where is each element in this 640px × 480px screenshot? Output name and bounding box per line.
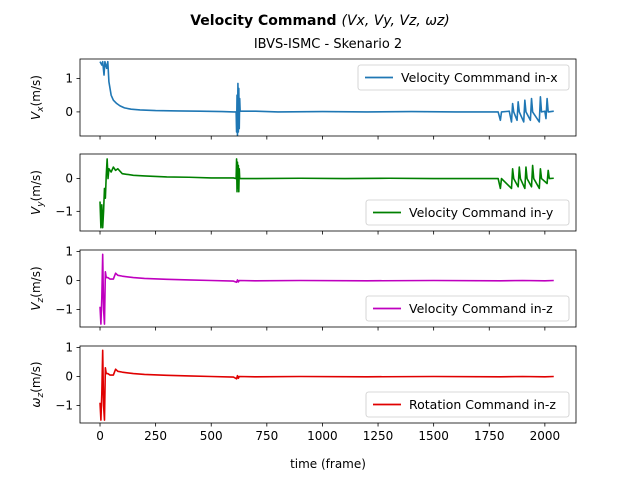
chart-title: Velocity Command (Vx, Vy, Vz, ωz) <box>190 13 450 29</box>
y-axis-label: ωz(m/s) <box>29 361 46 407</box>
legend-box <box>365 391 570 418</box>
y-tick-label: 0 <box>65 105 73 119</box>
legend: Velocity Commmand in-x <box>357 64 570 91</box>
series-line-3 <box>99 253 554 325</box>
series-line-2 <box>99 158 554 229</box>
y-tick-label: −1 <box>55 204 73 218</box>
y-tick-label: 1 <box>65 340 73 354</box>
x-tick-label: 1500 <box>418 429 449 443</box>
y-axis-label: Vz(m/s) <box>29 266 46 310</box>
legend-box <box>365 295 570 322</box>
axes-frame <box>79 345 577 424</box>
series-line-4 <box>99 349 554 421</box>
y-tick-label: 1 <box>65 244 73 258</box>
axes-frame <box>79 153 577 232</box>
x-tick-label: 750 <box>255 429 278 443</box>
axes-frame <box>79 58 577 137</box>
subplot-1: 0 1 Vx(m/s) Velocity Commmand in-x <box>29 58 577 140</box>
legend-label: Rotation Command in-z <box>409 397 556 412</box>
x-tick-label: 250 <box>144 429 167 443</box>
legend: Velocity Command in-y <box>365 199 570 226</box>
chart-title-math: (Vx, Vy, Vz, ωz) <box>342 13 450 29</box>
y-axis-label: Vy(m/s) <box>29 170 46 215</box>
x-axis-label: time (frame) <box>290 457 366 471</box>
y-tick-label: 0 <box>65 172 73 186</box>
legend-label: Velocity Command in-z <box>409 301 553 316</box>
chart-subtitle: IBVS-ISMC - Skenario 2 <box>254 37 402 52</box>
subplot-2: −1 0 Vy(m/s) Velocity Command in-y <box>29 153 577 235</box>
legend-box <box>365 199 570 226</box>
legend: Velocity Command in-z <box>365 295 570 322</box>
x-tick-label: 500 <box>200 429 223 443</box>
y-tick-label: −1 <box>55 399 73 413</box>
y-axis-label: Vx(m/s) <box>29 75 46 120</box>
legend: Rotation Command in-z <box>365 391 570 418</box>
chart-title-text: Velocity Command <box>190 13 336 29</box>
legend-box <box>357 64 570 91</box>
subplot-4: −1 0 1 0 250 500 750 1000 1250 1500 1750 2000 ωz(m/s… <box>29 340 577 443</box>
x-tick-label: 1750 <box>474 429 505 443</box>
x-tick-label: 1250 <box>363 429 394 443</box>
legend-label: Velocity Command in-y <box>409 205 554 220</box>
y-tick-label: 0 <box>65 274 73 288</box>
series-line-1 <box>99 60 554 136</box>
y-tick-label: 0 <box>65 370 73 384</box>
x-tick-label: 0 <box>96 429 104 443</box>
x-tick-label: 1000 <box>307 429 338 443</box>
subplot-3: −1 0 1 Vz(m/s) Velocity Command in-z <box>29 244 577 331</box>
y-tick-label: −1 <box>55 303 73 317</box>
y-tick-label: 1 <box>65 71 73 85</box>
axes-frame <box>79 249 577 328</box>
subplots: 0 1 Vx(m/s) Velocity Commmand in-x −1 0 Vy(m/s… <box>29 58 577 443</box>
legend-label: Velocity Commmand in-x <box>401 70 558 85</box>
x-tick-label: 2000 <box>530 429 561 443</box>
